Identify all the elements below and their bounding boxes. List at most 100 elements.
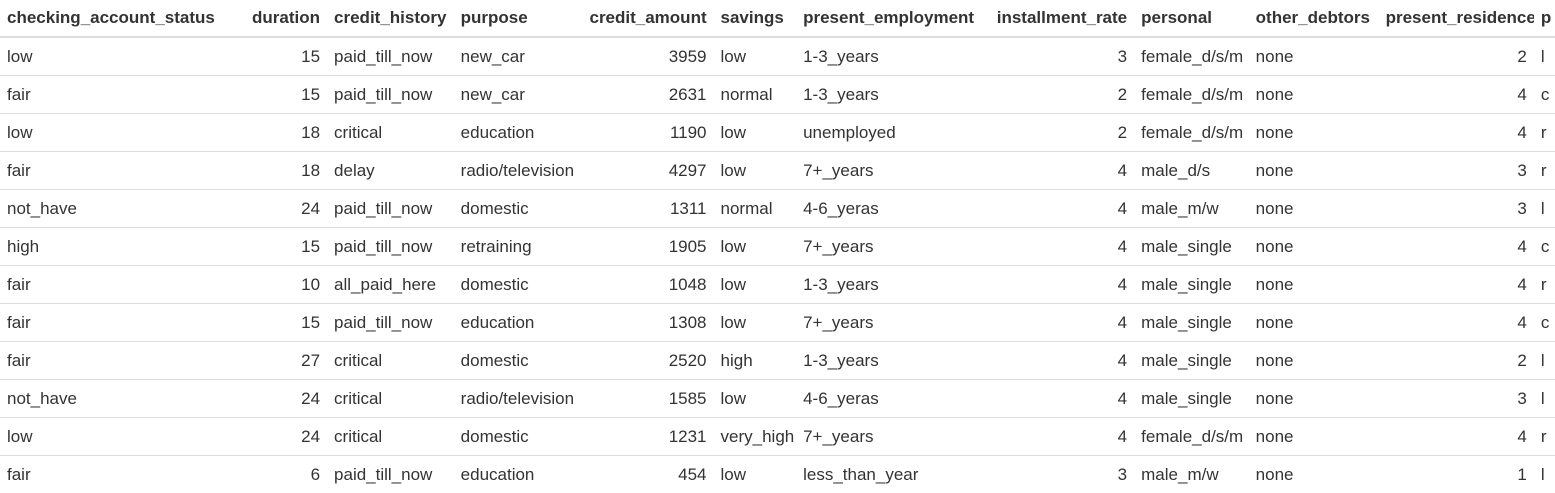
column-header[interactable]: p bbox=[1533, 0, 1555, 38]
table-cell: all_paid_here bbox=[327, 265, 454, 304]
table-cell: none bbox=[1248, 75, 1379, 114]
table-body: low 15 paid_till_now new_car 3959 low 1-3_year… bbox=[0, 36, 1555, 493]
table-cell: 18 bbox=[235, 113, 328, 152]
table-cell: male_single bbox=[1134, 303, 1249, 342]
table-cell: female_d/s/m bbox=[1134, 75, 1249, 114]
table-cell: paid_till_now bbox=[327, 303, 454, 342]
table-cell: low bbox=[0, 113, 236, 152]
table-cell: delay bbox=[327, 151, 454, 190]
table-cell: r bbox=[1533, 265, 1555, 304]
table-cell: 7+_years bbox=[796, 303, 989, 342]
table-cell: fair bbox=[0, 455, 236, 493]
table-cell: fair bbox=[0, 341, 236, 380]
column-header[interactable]: credit_history bbox=[327, 0, 454, 38]
table-cell: r bbox=[1533, 113, 1555, 152]
table-cell: none bbox=[1248, 341, 1379, 380]
table-cell: 4 bbox=[988, 151, 1135, 190]
table-cell: paid_till_now bbox=[327, 189, 454, 228]
table-row: low 15 paid_till_now new_car 3959 low 1-3_year… bbox=[0, 36, 1555, 76]
table-cell: 4 bbox=[988, 379, 1135, 418]
table-cell: normal bbox=[713, 75, 797, 114]
column-header[interactable]: savings bbox=[713, 0, 797, 38]
table-cell: low bbox=[713, 379, 797, 418]
table-cell: 1308 bbox=[582, 303, 714, 342]
table-row: fair 27 critical domestic 2520 high 1-3_years 4… bbox=[0, 341, 1555, 380]
table-cell: high bbox=[713, 341, 797, 380]
table-row: fair 6 paid_till_now education 454 low less_th… bbox=[0, 455, 1555, 493]
column-header[interactable]: personal bbox=[1134, 0, 1249, 38]
table-cell: 1 bbox=[1378, 455, 1534, 493]
table-row: high 15 paid_till_now retraining 1905 low 7+_y… bbox=[0, 227, 1555, 266]
table-cell: radio/television bbox=[453, 151, 583, 190]
column-header[interactable]: credit_amount bbox=[582, 0, 714, 38]
table-cell: 15 bbox=[235, 227, 328, 266]
table-cell: 1048 bbox=[582, 265, 714, 304]
column-header[interactable]: duration bbox=[235, 0, 328, 38]
table-cell: 7+_years bbox=[796, 227, 989, 266]
table-cell: 3 bbox=[1378, 151, 1534, 190]
table-cell: low bbox=[713, 455, 797, 493]
table-cell: 7+_years bbox=[796, 151, 989, 190]
table-cell: low bbox=[713, 265, 797, 304]
table-cell: paid_till_now bbox=[327, 455, 454, 493]
table-cell: female_d/s/m bbox=[1134, 417, 1249, 456]
table-cell: fair bbox=[0, 265, 236, 304]
table-cell: critical bbox=[327, 379, 454, 418]
table-cell: 1311 bbox=[582, 189, 714, 228]
table-cell: 1905 bbox=[582, 227, 714, 266]
table-cell: 10 bbox=[235, 265, 328, 304]
table-cell: r bbox=[1533, 417, 1555, 456]
table-cell: 1-3_years bbox=[796, 265, 989, 304]
table-cell: 24 bbox=[235, 417, 328, 456]
column-header[interactable]: other_debtors bbox=[1248, 0, 1379, 38]
table-cell: 2520 bbox=[582, 341, 714, 380]
table-cell: 1585 bbox=[582, 379, 714, 418]
table-cell: low bbox=[0, 417, 236, 456]
table-cell: male_single bbox=[1134, 227, 1249, 266]
table-cell: 24 bbox=[235, 379, 328, 418]
table-row: fair 10 all_paid_here domestic 1048 low 1-3_ye… bbox=[0, 265, 1555, 304]
table-cell: low bbox=[713, 36, 797, 76]
table-cell: none bbox=[1248, 303, 1379, 342]
column-header[interactable]: present_employment bbox=[796, 0, 989, 38]
table-row: low 24 critical domestic 1231 very_high 7+_yea… bbox=[0, 417, 1555, 456]
table-cell: 2 bbox=[988, 113, 1135, 152]
table-cell: education bbox=[453, 303, 583, 342]
table-cell: 4 bbox=[1378, 227, 1534, 266]
table-cell: 1231 bbox=[582, 417, 714, 456]
table-cell: 3 bbox=[988, 455, 1135, 493]
table-cell: 4 bbox=[988, 417, 1135, 456]
table-cell: low bbox=[0, 36, 236, 76]
table-cell: fair bbox=[0, 75, 236, 114]
table-cell: female_d/s/m bbox=[1134, 113, 1249, 152]
table-cell: paid_till_now bbox=[327, 75, 454, 114]
table-cell: new_car bbox=[453, 36, 583, 76]
table-cell: education bbox=[453, 455, 583, 493]
table-cell: c bbox=[1533, 227, 1555, 266]
table-cell: 3 bbox=[988, 36, 1135, 76]
table-cell: male_single bbox=[1134, 379, 1249, 418]
table-cell: low bbox=[713, 227, 797, 266]
table-cell: critical bbox=[327, 417, 454, 456]
table-cell: 1190 bbox=[582, 113, 714, 152]
table-cell: 2 bbox=[1378, 341, 1534, 380]
column-header[interactable]: installment_rate bbox=[988, 0, 1135, 38]
column-header[interactable]: purpose bbox=[453, 0, 583, 38]
table-cell: 15 bbox=[235, 303, 328, 342]
table-cell: very_high bbox=[713, 417, 797, 456]
table-row: fair 18 delay radio/television 4297 low 7+_yea… bbox=[0, 151, 1555, 190]
table-cell: 1-3_years bbox=[796, 75, 989, 114]
table-cell: 24 bbox=[235, 189, 328, 228]
table-cell: 4 bbox=[1378, 417, 1534, 456]
table-cell: 27 bbox=[235, 341, 328, 380]
table-cell: 4 bbox=[1378, 303, 1534, 342]
column-header[interactable]: checking_account_status bbox=[0, 0, 236, 38]
table-cell: l bbox=[1533, 341, 1555, 380]
table-cell: c bbox=[1533, 75, 1555, 114]
table-cell: 4297 bbox=[582, 151, 714, 190]
column-header[interactable]: present_residence bbox=[1378, 0, 1534, 38]
table-cell: 2631 bbox=[582, 75, 714, 114]
table-cell: none bbox=[1248, 151, 1379, 190]
